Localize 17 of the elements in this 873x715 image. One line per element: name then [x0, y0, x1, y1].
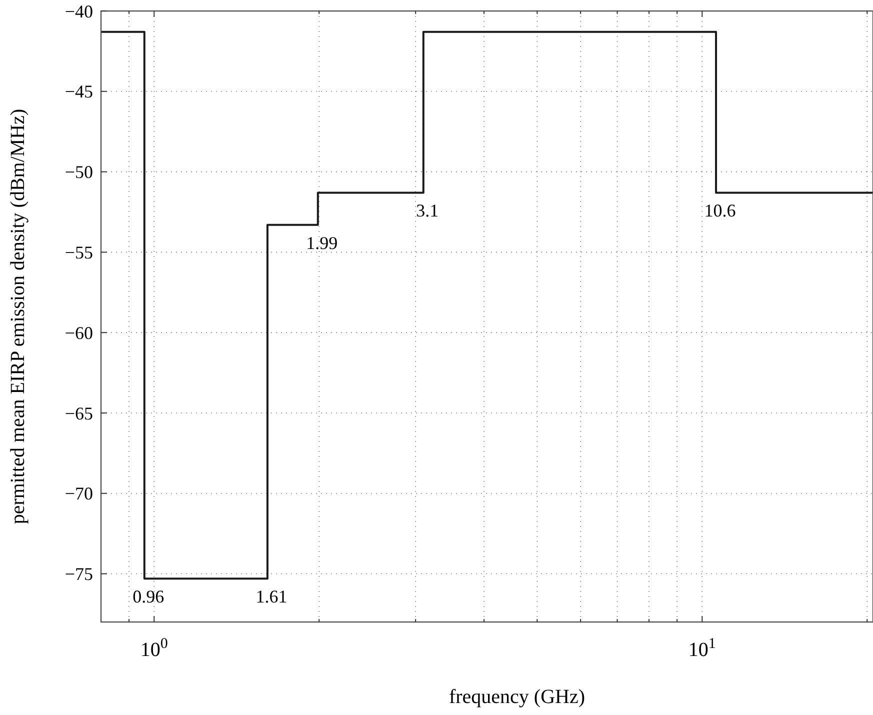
y-tick-label: −60 [64, 322, 93, 343]
y-axis-title: permitted mean EIRP emission density (dBm/MHz) [7, 108, 29, 524]
y-tick-label: −75 [64, 564, 93, 584]
y-tick-label: −40 [64, 1, 93, 22]
x-tick-label: 10$^{1}$ [688, 636, 716, 661]
annotation: 0.96 [132, 586, 164, 607]
y-tick-label: −55 [64, 242, 93, 262]
annotation: 10.6 [704, 200, 736, 221]
x-tick-label: 10$^{0}$ [140, 636, 168, 661]
y-tick-label: −70 [64, 484, 93, 504]
annotation: 1.99 [306, 232, 338, 253]
x-axis-title: frequency (GHz) [448, 686, 586, 708]
y-tick-label: −50 [64, 162, 93, 182]
y-tick-label: −45 [64, 82, 93, 102]
y-tick-label: −65 [64, 403, 93, 424]
annotation: 3.1 [416, 200, 439, 221]
annotation: 1.61 [256, 586, 288, 607]
